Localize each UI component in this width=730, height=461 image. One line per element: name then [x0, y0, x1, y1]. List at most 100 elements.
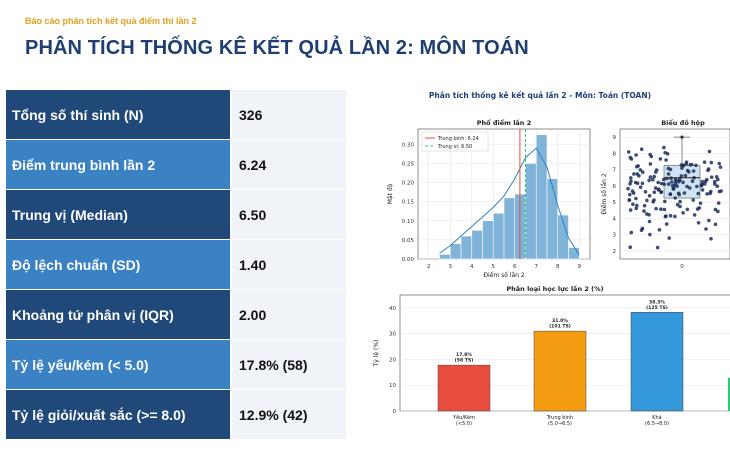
box-scatter-point [716, 201, 721, 205]
box-scatter-point [700, 179, 705, 184]
box-scatter-point [635, 203, 639, 208]
box-scatter-point [643, 190, 648, 194]
box-scatter-point [662, 207, 667, 212]
box-scatter-point [651, 177, 655, 182]
box-scatter-point [678, 199, 682, 204]
report-subtitle: Báo cáo phân tích kết quả điểm thi lần 2 [25, 16, 197, 26]
box-scatter-point [670, 180, 674, 184]
box-scatter-point [716, 209, 720, 214]
box-scatter-point [681, 211, 685, 215]
statistics-figure: Phân tích thống kê kết quả lần 2 - Môn: … [350, 84, 730, 456]
x-tick-label: 8 [556, 264, 560, 270]
box-scatter-point [642, 203, 647, 208]
box-scatter-point [647, 178, 651, 183]
stat-label: Tỷ lệ yếu/kém (< 5.0) [6, 340, 230, 389]
box-scatter-point [628, 208, 633, 212]
histogram-bar [482, 220, 494, 260]
y-tick-label: 7 [613, 168, 617, 174]
x-tick-label: 3 [449, 264, 453, 270]
box-scatter-point [626, 150, 631, 154]
x-tick-label: 7 [535, 264, 539, 270]
box-scatter-point [663, 150, 667, 155]
box-scatter-point [648, 175, 653, 179]
box-scatter-point [659, 207, 663, 211]
y-tick-label: 30 [389, 332, 396, 338]
box-scatter-point [657, 187, 661, 191]
histogram-bar [535, 134, 548, 260]
box-scatter-point [647, 219, 652, 224]
histogram-bar [471, 230, 483, 260]
histogram-bar [460, 235, 473, 260]
box-scatter-point [635, 181, 640, 186]
box-scatter-point [666, 166, 671, 171]
bar-data-label: 17.8% (58 TS) [455, 352, 474, 364]
density-curve [439, 147, 580, 256]
box-scatter-point [648, 232, 652, 237]
box-scatter-point [639, 147, 644, 151]
box-plot-chart: 2 3 4 5 6 7 8 9 0 Biểu đồ hộp Điểm số lần 2 [600, 118, 730, 270]
stat-label: Điểm trung bình lần 2 [6, 140, 230, 189]
classification-bar [437, 364, 491, 412]
box-plot-title: Biểu đồ hộp [661, 118, 705, 127]
classification-bar-chart: 0 10 20 30 40 17.8% (58 TS) Yếu/Kém (<5.0) 31.0%(… [373, 285, 730, 427]
y-tick-label: 20 [389, 357, 396, 363]
x-tick-label: 0 [680, 264, 684, 270]
box-scatter-point [659, 190, 663, 195]
x-tick-label: 4 [470, 264, 474, 270]
box-scatter-point [691, 169, 696, 173]
box-scatter-point [659, 181, 664, 186]
histogram-bar [568, 247, 580, 260]
box-scatter-point [680, 166, 684, 170]
legend-mean-label: Trung bình: 6.24 [437, 135, 479, 142]
y-tick-label: 0.05 [402, 238, 415, 244]
box-scatter-point [652, 174, 656, 179]
x-tick-label: Yếu/Kém (<5.0) [452, 414, 475, 427]
y-tick-label: 40 [389, 306, 396, 312]
classification-bar [533, 330, 587, 412]
y-tick-label: 0.10 [402, 219, 415, 225]
box-scatter-point [681, 180, 685, 185]
y-tick-label: 4 [613, 216, 617, 222]
figure-canvas: Phân tích thống kê kết quả lần 2 - Môn: … [373, 91, 730, 427]
x-tick-label: 2 [427, 264, 431, 270]
box-scatter-point [694, 163, 698, 168]
y-tick-label: 2 [613, 249, 617, 255]
x-tick-label: 6 [513, 264, 517, 270]
box-scatter-point [631, 191, 636, 195]
box-scatter-point [709, 236, 713, 241]
box-scatter-point [664, 222, 669, 226]
box-scatter-point [683, 173, 688, 178]
box-scatter-point [665, 176, 669, 181]
stat-row: Tổng số thí sinh (N) 326 [6, 90, 346, 139]
legend-box [421, 131, 489, 152]
box-scatter-point [647, 194, 652, 198]
y-tick-label: 3 [613, 233, 617, 239]
box-scatter-point [634, 206, 638, 211]
y-tick-label: 10 [389, 383, 396, 389]
stat-value: 12.9% (42) [232, 390, 346, 439]
box-scatter-point [663, 214, 668, 219]
box-scatter-point [689, 162, 694, 167]
x-tick-label: Trung bình (5.0→6.5) [546, 414, 573, 427]
y-tick-label: 0.25 [402, 161, 415, 167]
classification-y-label: Tỷ lệ (%) [373, 340, 380, 368]
box-scatter-point [688, 186, 692, 190]
histogram-y-label: Mật độ [387, 183, 394, 204]
box-scatter-point [704, 227, 708, 231]
stat-value: 6.24 [232, 140, 346, 189]
box-scatter-point [628, 192, 632, 197]
box-scatter-point [655, 245, 660, 250]
box-scatter-point [685, 184, 689, 189]
histogram-bar [546, 178, 559, 260]
y-tick-label: 9 [613, 135, 617, 141]
box-scatter-point [657, 228, 662, 232]
box-scatter-point [703, 182, 707, 186]
histogram-bar [492, 212, 505, 260]
box-scatter-point [698, 201, 703, 205]
box-scatter-point [666, 172, 671, 176]
box-scatter-point [641, 170, 645, 174]
box-scatter-point [675, 202, 680, 207]
box-scatter-point [709, 160, 714, 165]
box-scatter-point [677, 192, 681, 197]
box-scatter-point [654, 170, 658, 174]
